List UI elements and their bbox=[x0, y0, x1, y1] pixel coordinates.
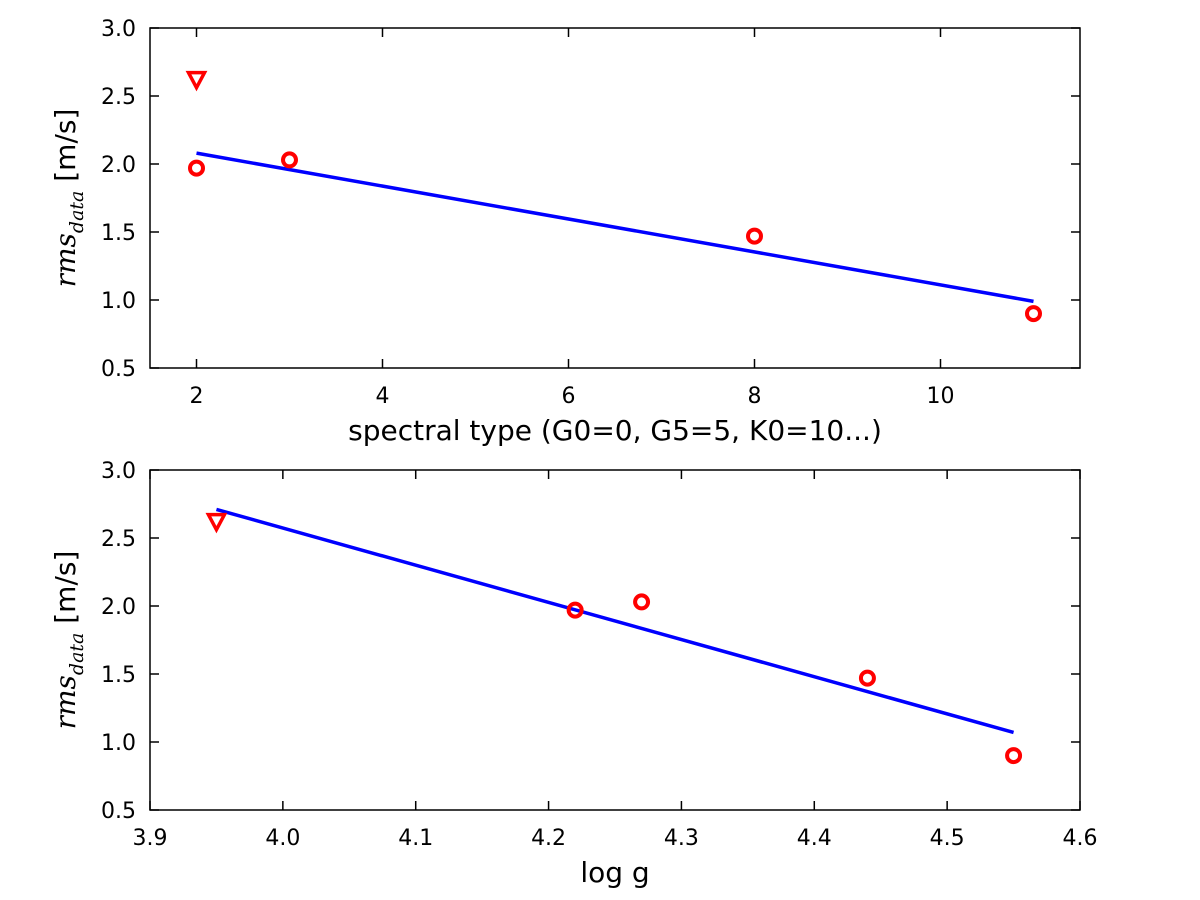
data-point bbox=[281, 151, 298, 169]
y-axis-label-symbol: rms bbox=[49, 233, 82, 287]
x-tick-label: 4.5 bbox=[930, 826, 965, 851]
y-tick-label: 0.5 bbox=[101, 799, 136, 824]
y-axis-label-unit: [m/s] bbox=[49, 551, 82, 633]
y-axis-label-symbol: rms bbox=[49, 675, 82, 729]
x-tick-label: 3.9 bbox=[133, 826, 168, 851]
y-tick-label: 2.5 bbox=[101, 85, 136, 110]
x-axis-label: log g bbox=[580, 856, 649, 889]
x-tick-label: 2 bbox=[190, 384, 204, 409]
y-tick-label: 0.5 bbox=[101, 357, 136, 382]
y-axis-label-subscript: data bbox=[66, 633, 88, 675]
y-tick-label: 3.0 bbox=[101, 459, 136, 484]
x-tick-label: 4.2 bbox=[531, 826, 566, 851]
y-tick-label: 1.0 bbox=[101, 731, 136, 756]
chart-panel-1: 2 4 6 8 10 0.5 1.0 1.5 2.0 2.5 3.0 spectral type (G… bbox=[49, 17, 1081, 447]
fit-line bbox=[215, 507, 1015, 735]
plot-frame bbox=[149, 469, 1081, 811]
x-tick-label: 4 bbox=[376, 384, 390, 409]
y-tick-label: 1.5 bbox=[101, 221, 136, 246]
y-tick-label: 1.0 bbox=[101, 289, 136, 314]
x-tick-label: 4.4 bbox=[797, 826, 832, 851]
y-tick-label: 2.0 bbox=[101, 153, 136, 178]
x-tick-label: 10 bbox=[927, 384, 955, 409]
y-tick-label: 3.0 bbox=[101, 17, 136, 42]
y-tick-label: 2.5 bbox=[101, 527, 136, 552]
plot-frame bbox=[149, 27, 1081, 369]
data-point bbox=[633, 593, 651, 611]
chart-panel-2: 3.9 4.0 4.1 4.2 4.3 4.4 4.5 4.6 0.5 1.0 1.5 2.0 2.5 3… bbox=[49, 459, 1098, 889]
data-point bbox=[566, 601, 584, 619]
data-point bbox=[1025, 305, 1042, 323]
x-tick-label: 6 bbox=[562, 384, 576, 409]
y-tick-label: 1.5 bbox=[101, 663, 136, 688]
y-tick-label: 2.0 bbox=[101, 595, 136, 620]
x-tick-label: 4.1 bbox=[398, 826, 433, 851]
y-axis-label-unit: [m/s] bbox=[49, 109, 82, 191]
x-tick-label: 8 bbox=[748, 384, 762, 409]
data-point bbox=[746, 227, 763, 245]
x-tick-label: 4.6 bbox=[1063, 826, 1098, 851]
fit-line bbox=[196, 151, 1034, 304]
y-axis-label-subscript: data bbox=[66, 191, 88, 233]
data-point bbox=[1005, 747, 1023, 765]
y-axis-label: rmsdata [m/s] bbox=[49, 551, 88, 730]
x-axis-label: spectral type (G0=0, G5=5, K0=10...) bbox=[348, 414, 882, 447]
data-point bbox=[858, 669, 876, 687]
data-point-upper-limit bbox=[185, 70, 208, 92]
x-tick-label: 4.0 bbox=[265, 826, 300, 851]
data-point bbox=[188, 159, 205, 177]
y-axis-label: rmsdata [m/s] bbox=[49, 109, 88, 288]
x-tick-label: 4.3 bbox=[664, 826, 699, 851]
data-point-upper-limit bbox=[205, 512, 228, 534]
